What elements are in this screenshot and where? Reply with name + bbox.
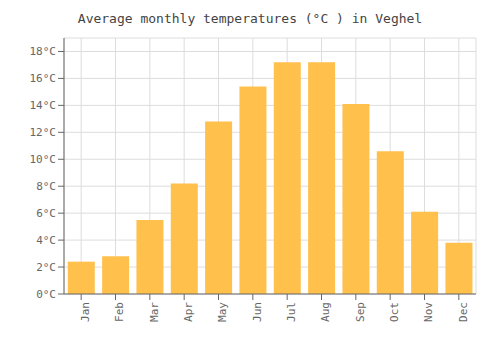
svg-text:Jul: Jul <box>285 302 298 322</box>
svg-text:Jun: Jun <box>251 302 264 322</box>
svg-text:Dec: Dec <box>457 302 470 322</box>
svg-text:2°C: 2°C <box>36 261 56 274</box>
svg-text:Nov: Nov <box>422 302 435 322</box>
html-text:Average monthly temperatures (: Average monthly temperatures (°C ) in Ve… <box>77 11 423 26</box>
svg-text:14°C: 14°C <box>30 99 57 112</box>
svg-text:10°C: 10°C <box>30 153 57 166</box>
svg-text:4°C: 4°C <box>36 234 56 247</box>
svg-text:Aug: Aug <box>319 302 332 322</box>
svg-text:8°C: 8°C <box>36 180 56 193</box>
svg-text:Feb: Feb <box>113 302 126 322</box>
svg-text:18°C: 18°C <box>30 45 57 58</box>
svg-text:6°C: 6°C <box>36 207 56 220</box>
svg-text:0°C: 0°C <box>36 288 56 301</box>
svg-text:16°C: 16°C <box>30 72 57 85</box>
svg-text:Jan: Jan <box>79 302 92 322</box>
svg-text:Apr: Apr <box>182 302 195 322</box>
svg-text:Oct: Oct <box>388 302 401 322</box>
svg-text:May: May <box>216 302 229 322</box>
svg-text:Sep: Sep <box>354 302 367 322</box>
svg-text:Mar: Mar <box>148 302 161 322</box>
svg-text:12°C: 12°C <box>30 126 57 139</box>
